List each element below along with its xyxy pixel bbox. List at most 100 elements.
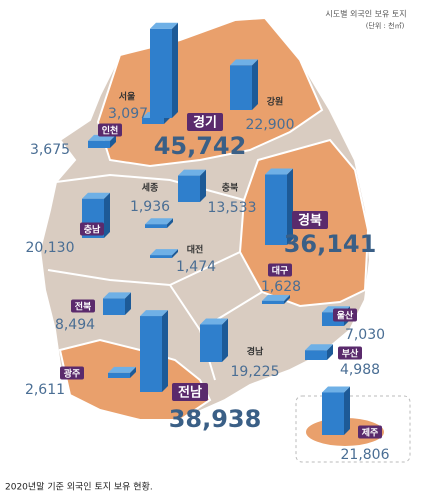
value-label: 19,225 [231, 364, 280, 380]
region-name: 대구 [272, 265, 289, 277]
region-name: 경북 [298, 213, 322, 229]
bar [305, 350, 327, 360]
name-box [71, 299, 95, 313]
region-name: 울산 [337, 310, 354, 322]
bar-group [305, 344, 333, 360]
value-label: 1,628 [261, 279, 301, 295]
bar-top [230, 59, 258, 66]
value-label: 13,533 [208, 200, 257, 216]
name-box [333, 308, 357, 322]
bar-group [322, 386, 350, 435]
name-box [98, 123, 122, 137]
bar [150, 255, 172, 258]
bar-side [344, 386, 350, 435]
bar-side [222, 318, 228, 362]
bar [178, 175, 200, 202]
bar-side [327, 344, 333, 360]
bar [108, 372, 130, 378]
bar-side [172, 22, 178, 118]
region-name: 부산 [342, 348, 359, 360]
value-label: 3,675 [30, 142, 70, 158]
bar-side [200, 169, 206, 202]
bar-top [108, 366, 136, 373]
value-label: 38,938 [169, 405, 262, 433]
bar-top [150, 22, 178, 29]
bar [200, 324, 222, 362]
bar-side [167, 218, 173, 228]
bar [140, 316, 162, 392]
bar-top [145, 218, 173, 225]
value-label: 21,806 [341, 447, 390, 463]
region-name: 전남 [178, 385, 202, 401]
value-label: 3,097 [108, 106, 148, 122]
bar-side [172, 249, 178, 258]
region-name: 광주 [64, 368, 81, 380]
value-label: 1,936 [130, 199, 170, 215]
chart-title: 시도별 외국인 보유 토지 [325, 9, 406, 19]
region-name: 경남 [247, 346, 264, 358]
bar [262, 300, 284, 304]
caption: 2020년말 기준 외국인 토지 보유 현황. [5, 481, 153, 493]
bar-group [262, 294, 290, 304]
bar [88, 140, 110, 148]
name-box [292, 211, 328, 229]
bar [322, 392, 344, 435]
bar [150, 28, 172, 118]
region-name: 충북 [222, 182, 239, 194]
name-box [172, 383, 208, 401]
bar-group [108, 366, 136, 378]
bar-top [103, 292, 131, 299]
bar-top [265, 168, 293, 175]
bar [265, 174, 287, 245]
region-name: 전북 [75, 301, 92, 313]
bar-side [162, 310, 168, 392]
bar [145, 224, 167, 228]
bar-side [104, 192, 110, 238]
bar-top [262, 294, 290, 301]
bar-side [287, 168, 293, 245]
value-label: 20,130 [26, 240, 75, 256]
region-name: 세종 [142, 182, 159, 194]
bar-top [305, 344, 333, 351]
value-label: 4,988 [340, 362, 380, 378]
bar-group [103, 292, 131, 315]
bar-group [150, 249, 178, 258]
name-box [80, 222, 104, 236]
region-name: 제주 [362, 427, 379, 439]
name-box [187, 113, 223, 131]
bar-group [145, 218, 173, 228]
bar-side [252, 59, 258, 110]
bar-top [150, 249, 178, 256]
jeju-frame [295, 395, 411, 463]
value-label: 45,742 [154, 132, 247, 160]
bar-group [230, 59, 258, 110]
value-label: 36,141 [284, 230, 377, 258]
bar-group [200, 318, 228, 362]
bar [103, 298, 125, 315]
bar [230, 65, 252, 110]
name-box [358, 425, 382, 439]
region-name: 경기 [193, 115, 217, 131]
chart-subtitle: (단위 : 천㎡) [366, 21, 405, 30]
bar-group [140, 310, 168, 392]
name-box [268, 263, 292, 277]
bar-side [284, 294, 290, 304]
value-label: 7,030 [345, 327, 385, 343]
value-label: 2,611 [25, 382, 65, 398]
bar-group [265, 168, 293, 245]
bar-side [125, 292, 131, 315]
region-name: 대전 [187, 244, 204, 256]
region-name: 서울 [119, 91, 136, 103]
bar-side [110, 134, 116, 148]
bar-top [82, 192, 110, 199]
name-box [338, 346, 362, 360]
value-label: 8,494 [55, 317, 95, 333]
bar-top [200, 318, 228, 325]
name-box [60, 366, 84, 380]
bar-group [88, 134, 116, 148]
bar-side [130, 366, 136, 378]
value-label: 22,900 [246, 117, 295, 133]
bar-top [322, 386, 350, 393]
bar-group [178, 169, 206, 202]
